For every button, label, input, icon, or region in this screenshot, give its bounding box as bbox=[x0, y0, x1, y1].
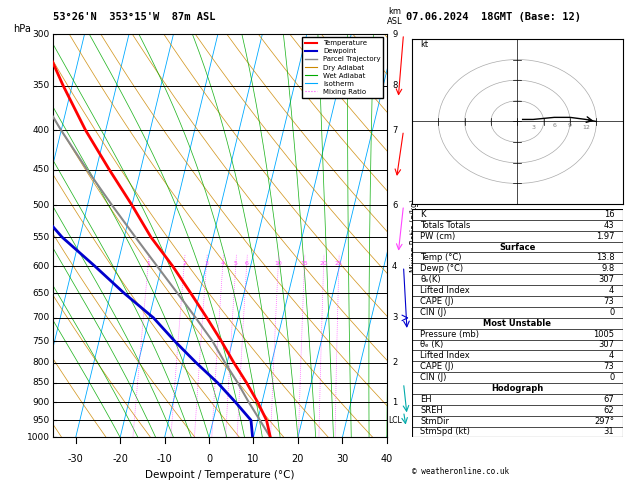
Text: 2: 2 bbox=[392, 358, 398, 367]
Text: 9: 9 bbox=[568, 122, 572, 127]
Text: 1: 1 bbox=[146, 261, 150, 266]
Text: 700: 700 bbox=[33, 313, 50, 322]
Text: 2: 2 bbox=[182, 261, 186, 266]
Text: km
ASL: km ASL bbox=[387, 6, 403, 26]
Text: 16: 16 bbox=[604, 210, 615, 219]
Text: 950: 950 bbox=[33, 416, 50, 425]
Text: 400: 400 bbox=[33, 126, 50, 135]
Text: 13.8: 13.8 bbox=[596, 253, 615, 262]
Text: CAPE (J): CAPE (J) bbox=[420, 297, 454, 306]
Text: 6: 6 bbox=[552, 122, 556, 127]
Text: 62: 62 bbox=[604, 406, 615, 415]
Text: 20: 20 bbox=[320, 261, 328, 266]
Text: 6: 6 bbox=[392, 201, 398, 209]
Text: Lifted Index: Lifted Index bbox=[420, 286, 470, 295]
Text: 750: 750 bbox=[33, 336, 50, 346]
Text: 4: 4 bbox=[392, 262, 398, 271]
Text: kt: kt bbox=[420, 40, 428, 49]
Text: 450: 450 bbox=[33, 165, 50, 174]
Text: PW (cm): PW (cm) bbox=[420, 232, 455, 241]
Text: 25: 25 bbox=[335, 261, 343, 266]
Text: 1.97: 1.97 bbox=[596, 232, 615, 241]
Text: 3: 3 bbox=[392, 313, 398, 322]
Text: Most Unstable: Most Unstable bbox=[483, 319, 552, 328]
Text: 300: 300 bbox=[33, 30, 50, 38]
Text: 43: 43 bbox=[604, 221, 615, 230]
Text: 10: 10 bbox=[247, 453, 260, 464]
Text: 307: 307 bbox=[598, 341, 615, 349]
Text: 800: 800 bbox=[33, 358, 50, 367]
Text: 53°26'N  353°15'W  87m ASL: 53°26'N 353°15'W 87m ASL bbox=[53, 12, 216, 22]
Text: 1: 1 bbox=[392, 398, 398, 407]
Text: 1000: 1000 bbox=[27, 433, 50, 442]
Text: 900: 900 bbox=[33, 398, 50, 407]
Text: SREH: SREH bbox=[420, 406, 443, 415]
Text: LCL: LCL bbox=[388, 416, 401, 425]
Text: 4: 4 bbox=[609, 351, 615, 360]
Text: 07.06.2024  18GMT (Base: 12): 07.06.2024 18GMT (Base: 12) bbox=[406, 12, 581, 22]
Text: 350: 350 bbox=[33, 81, 50, 90]
Text: 12: 12 bbox=[582, 124, 590, 130]
Text: Totals Totals: Totals Totals bbox=[420, 221, 470, 230]
Text: θₑ(K): θₑ(K) bbox=[420, 275, 441, 284]
Text: 0: 0 bbox=[609, 373, 615, 382]
Text: 1005: 1005 bbox=[593, 330, 615, 339]
Text: 73: 73 bbox=[604, 297, 615, 306]
Text: 40: 40 bbox=[381, 453, 393, 464]
Text: 3: 3 bbox=[204, 261, 208, 266]
Text: 7: 7 bbox=[392, 126, 398, 135]
Text: 6: 6 bbox=[245, 261, 248, 266]
Text: 67: 67 bbox=[604, 395, 615, 404]
Text: θₑ (K): θₑ (K) bbox=[420, 341, 443, 349]
Text: 307: 307 bbox=[598, 275, 615, 284]
Text: 650: 650 bbox=[33, 289, 50, 297]
Text: © weatheronline.co.uk: © weatheronline.co.uk bbox=[412, 467, 509, 476]
Text: 10: 10 bbox=[274, 261, 282, 266]
Text: -10: -10 bbox=[157, 453, 172, 464]
Text: 5: 5 bbox=[234, 261, 238, 266]
Text: Dewp (°C): Dewp (°C) bbox=[420, 264, 464, 273]
Text: 20: 20 bbox=[292, 453, 304, 464]
Text: Surface: Surface bbox=[499, 243, 535, 252]
Text: Mixing Ratio (g/kg): Mixing Ratio (g/kg) bbox=[410, 199, 419, 272]
Text: CAPE (J): CAPE (J) bbox=[420, 362, 454, 371]
Text: StmSpd (kt): StmSpd (kt) bbox=[420, 428, 470, 436]
Text: CIN (J): CIN (J) bbox=[420, 308, 447, 317]
Text: 0: 0 bbox=[609, 308, 615, 317]
Text: K: K bbox=[420, 210, 426, 219]
Text: EH: EH bbox=[420, 395, 432, 404]
Text: CIN (J): CIN (J) bbox=[420, 373, 447, 382]
Text: 8: 8 bbox=[392, 81, 398, 90]
Text: 9: 9 bbox=[392, 30, 398, 38]
Text: Hodograph: Hodograph bbox=[491, 384, 543, 393]
Text: 297°: 297° bbox=[594, 417, 615, 426]
Text: 500: 500 bbox=[33, 201, 50, 209]
Text: Pressure (mb): Pressure (mb) bbox=[420, 330, 479, 339]
Legend: Temperature, Dewpoint, Parcel Trajectory, Dry Adiabat, Wet Adiabat, Isotherm, Mi: Temperature, Dewpoint, Parcel Trajectory… bbox=[302, 37, 383, 98]
Text: 850: 850 bbox=[33, 379, 50, 387]
Text: 31: 31 bbox=[604, 428, 615, 436]
Text: StmDir: StmDir bbox=[420, 417, 450, 426]
Text: Lifted Index: Lifted Index bbox=[420, 351, 470, 360]
Text: 3: 3 bbox=[531, 124, 535, 130]
Text: 4: 4 bbox=[609, 286, 615, 295]
Text: 9.8: 9.8 bbox=[601, 264, 615, 273]
Text: 4: 4 bbox=[221, 261, 225, 266]
Text: 0: 0 bbox=[206, 453, 212, 464]
Text: 30: 30 bbox=[337, 453, 348, 464]
Text: 550: 550 bbox=[33, 233, 50, 242]
Text: Dewpoint / Temperature (°C): Dewpoint / Temperature (°C) bbox=[145, 469, 295, 480]
Text: -20: -20 bbox=[112, 453, 128, 464]
Text: -30: -30 bbox=[68, 453, 84, 464]
Text: 15: 15 bbox=[301, 261, 308, 266]
Text: 600: 600 bbox=[33, 262, 50, 271]
Text: 73: 73 bbox=[604, 362, 615, 371]
Text: Temp (°C): Temp (°C) bbox=[420, 253, 462, 262]
Text: hPa: hPa bbox=[13, 24, 31, 34]
